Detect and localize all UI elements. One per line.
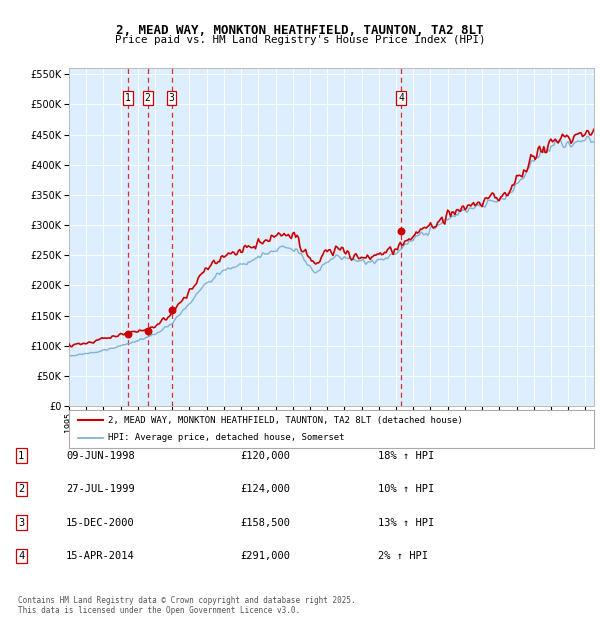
- Text: 4: 4: [398, 94, 404, 104]
- Point: [396, 226, 406, 236]
- Text: 2: 2: [18, 484, 24, 494]
- Text: Contains HM Land Registry data © Crown copyright and database right 2025.
This d: Contains HM Land Registry data © Crown c…: [18, 596, 356, 615]
- Text: 4: 4: [18, 551, 24, 561]
- Text: £291,000: £291,000: [240, 551, 290, 561]
- Text: 3: 3: [18, 518, 24, 528]
- Text: 2, MEAD WAY, MONKTON HEATHFIELD, TAUNTON, TA2 8LT: 2, MEAD WAY, MONKTON HEATHFIELD, TAUNTON…: [116, 24, 484, 37]
- Point: [124, 329, 133, 339]
- Text: 09-JUN-1998: 09-JUN-1998: [66, 451, 135, 461]
- Text: 2% ↑ HPI: 2% ↑ HPI: [378, 551, 428, 561]
- Point: [167, 306, 176, 316]
- Text: £120,000: £120,000: [240, 451, 290, 461]
- Text: HPI: Average price, detached house, Somerset: HPI: Average price, detached house, Some…: [109, 433, 345, 442]
- Text: 1: 1: [125, 94, 131, 104]
- Text: 2: 2: [145, 94, 151, 104]
- Text: 15-DEC-2000: 15-DEC-2000: [66, 518, 135, 528]
- Text: 1: 1: [18, 451, 24, 461]
- Text: Price paid vs. HM Land Registry's House Price Index (HPI): Price paid vs. HM Land Registry's House …: [115, 35, 485, 45]
- Text: 27-JUL-1999: 27-JUL-1999: [66, 484, 135, 494]
- Text: 13% ↑ HPI: 13% ↑ HPI: [378, 518, 434, 528]
- Text: £124,000: £124,000: [240, 484, 290, 494]
- Point: [143, 326, 152, 336]
- Text: 2, MEAD WAY, MONKTON HEATHFIELD, TAUNTON, TA2 8LT (detached house): 2, MEAD WAY, MONKTON HEATHFIELD, TAUNTON…: [109, 416, 463, 425]
- Text: 18% ↑ HPI: 18% ↑ HPI: [378, 451, 434, 461]
- Text: 10% ↑ HPI: 10% ↑ HPI: [378, 484, 434, 494]
- Text: 15-APR-2014: 15-APR-2014: [66, 551, 135, 561]
- Text: 3: 3: [169, 94, 175, 104]
- Text: £158,500: £158,500: [240, 518, 290, 528]
